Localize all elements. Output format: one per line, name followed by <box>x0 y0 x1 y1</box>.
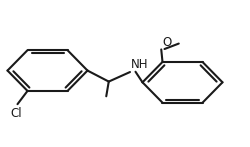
Text: NH: NH <box>131 58 148 71</box>
Text: Cl: Cl <box>10 107 22 120</box>
Text: O: O <box>162 36 172 49</box>
